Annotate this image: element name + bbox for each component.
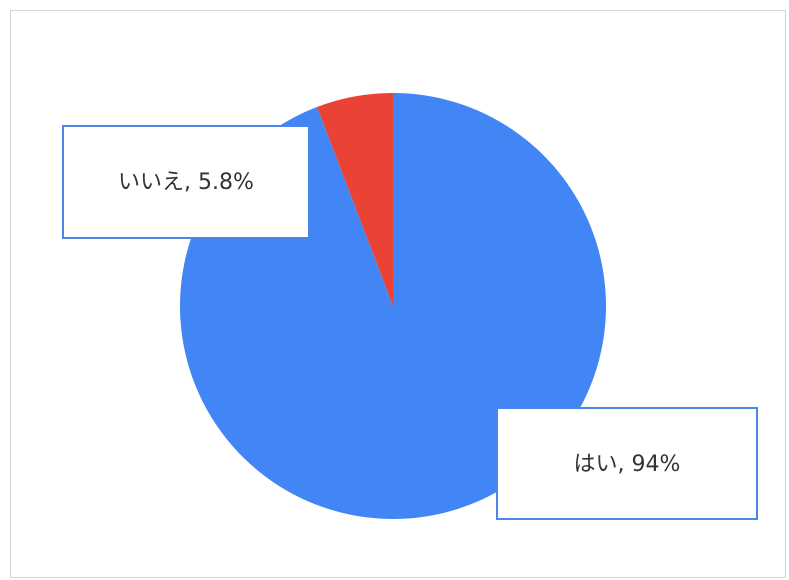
callout-yes[interactable]: はい, 94% (496, 407, 758, 520)
pie-slice-no[interactable] (317, 93, 393, 306)
callouts: いいえ, 5.8% はい, 94% (62, 125, 758, 520)
callout-no-label: いいえ, 5.8% (118, 170, 254, 195)
callout-no[interactable]: いいえ, 5.8% (62, 125, 310, 239)
callout-yes-label: はい, 94% (574, 452, 681, 477)
